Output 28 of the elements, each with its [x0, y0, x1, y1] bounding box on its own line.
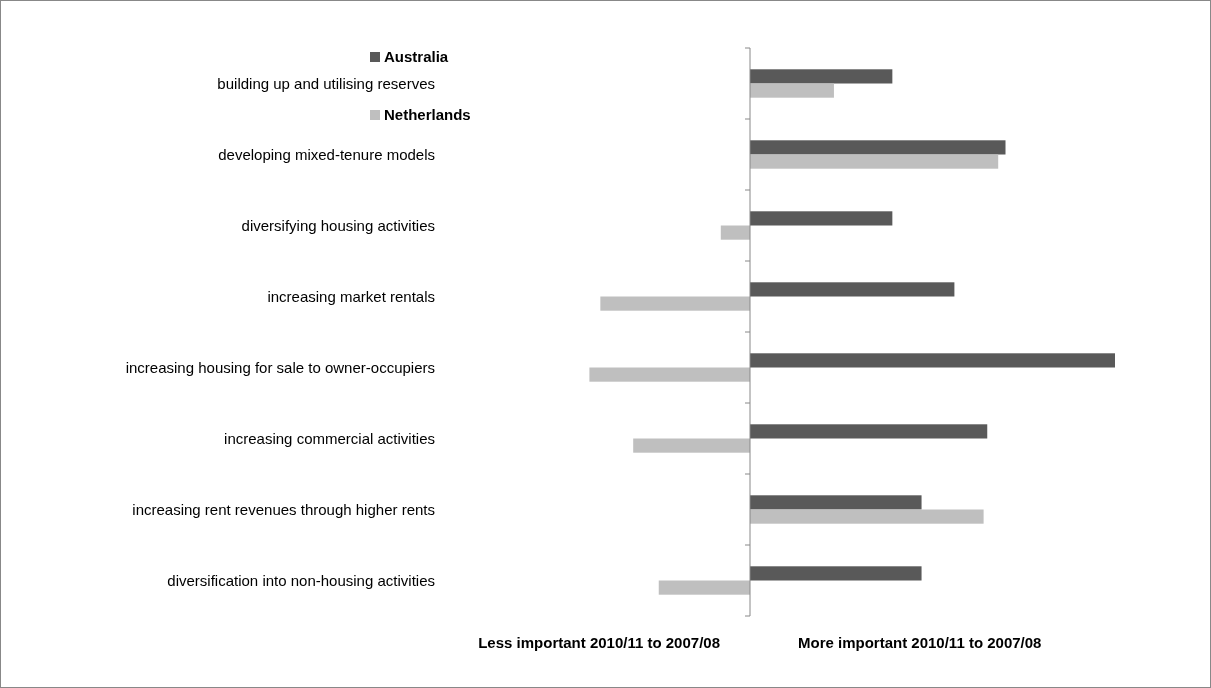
bar [750, 282, 955, 297]
y-tick-label: diversification into non-housing activities [167, 571, 435, 589]
y-tick-label: developing mixed-tenure models [218, 145, 435, 163]
legend-label: Australia [384, 48, 449, 66]
bar [658, 580, 750, 595]
bar [750, 140, 1006, 155]
bar [750, 353, 1115, 368]
bar [589, 367, 750, 382]
legend-label: Netherlands [384, 106, 471, 124]
text: Less important 2010/11 to 2007/08 [478, 634, 720, 651]
bar [750, 424, 988, 439]
y-tick-label: diversifying housing activities [241, 216, 435, 234]
y-tick-label: increasing commercial activities [224, 429, 435, 447]
text: More important 2010/11 to 2007/08 [798, 634, 1042, 651]
bar [750, 154, 999, 169]
bar [600, 296, 750, 311]
y-tick-label: increasing rent revenues through higher rents [132, 500, 435, 518]
bar [750, 509, 984, 524]
bar [750, 211, 893, 226]
bar [750, 83, 834, 98]
bar [750, 495, 922, 510]
bar [720, 225, 750, 240]
bar [750, 69, 893, 84]
y-tick-label: increasing market rentals [267, 287, 435, 305]
y-tick-label: building up and utilising reserves [217, 74, 435, 92]
bar [633, 438, 750, 453]
y-tick-label: increasing housing for sale to owner-occupiers [125, 358, 435, 376]
bar [750, 566, 922, 581]
